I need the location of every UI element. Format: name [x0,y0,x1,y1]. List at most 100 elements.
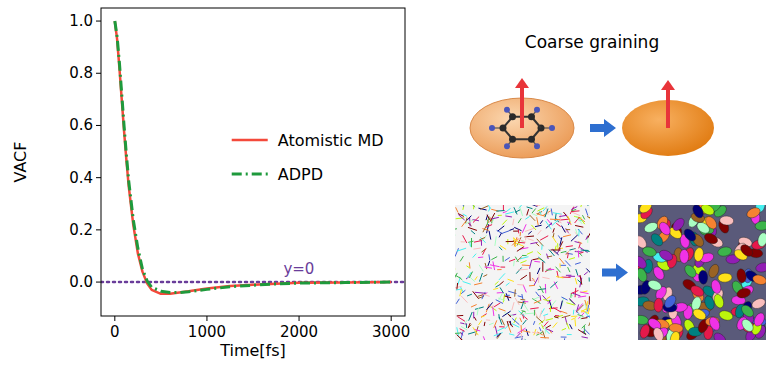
atom-bond [569,258,575,260]
legend-swatch [232,173,268,176]
x-tick-label: 3000 [372,323,410,341]
atom-bond [569,298,575,304]
atom-bond [567,323,570,330]
atom-bond [455,286,462,288]
atom-bond [475,292,485,294]
x-tick [299,316,300,321]
atom-bond [505,295,509,296]
atom-bond [465,220,473,224]
atom-bond [538,257,545,263]
atom-bond [529,285,535,286]
atom-bond [546,329,553,332]
atom-bond [545,326,546,333]
plot-frame [101,8,405,316]
atom-bond [489,323,494,325]
atom-bond [475,276,477,280]
atom-bond [526,329,528,336]
atom-bond [481,314,487,318]
atom-bond [578,315,584,317]
atom-bond [537,205,541,206]
atom-bond [473,217,479,223]
atom-bond [499,233,501,237]
orientation-arrow [666,88,670,128]
atom-bond [581,317,587,319]
series-line [115,21,391,292]
cg-particle [712,331,728,340]
atom-bond [466,218,467,224]
atom-bond [563,235,571,237]
box-ground [638,205,766,340]
atom-bond [537,208,544,211]
atom-bond [503,211,507,212]
atom-bond [544,321,549,326]
cg-particle [693,247,704,262]
atom-bond [566,229,570,230]
atom-bond [474,283,482,285]
atom-bond [467,294,472,296]
atomistic-box [455,205,590,340]
atom-bond [566,251,569,254]
atom-bond [581,250,590,252]
atom-bond [520,275,527,279]
atom-bond [456,299,459,304]
atom-bond [513,231,518,232]
atom-bond [553,228,554,232]
atom [509,136,516,143]
atom-bond [520,299,525,301]
atom-bond [560,263,561,267]
atom-bond [477,308,478,315]
atom-bond [553,233,555,237]
atom-bond [512,302,514,310]
atom-bond [494,320,497,327]
figure: 01000200030000.00.20.40.60.81.0Time[fs]V… [0,0,773,371]
atom-bond [455,332,461,333]
atom-bond [495,236,496,245]
cg-particle [757,232,766,248]
atom-bond [549,250,554,256]
cg-particle [739,303,755,319]
atom-bond [580,275,582,285]
atom-bond [574,249,577,252]
atom-bond [471,230,475,234]
atom-bond [512,318,519,324]
cg-particle [691,205,706,220]
cg-particle [671,216,687,233]
atom-bond [518,269,528,271]
cg-particle [651,265,666,282]
atom-bond [529,272,530,281]
atom-bond [576,217,582,224]
atom-bond [500,267,505,268]
atom-bond [571,293,575,298]
atom-bond [488,261,490,267]
atom-bond [551,300,555,306]
y-tick-label: 1.0 [69,12,93,30]
atom-bond [568,276,575,277]
atom-bond [532,332,540,333]
atom-bond [579,244,581,249]
illustration-title: Coarse graining [525,32,659,52]
atom-bond [527,207,533,209]
atom-bond [572,293,580,296]
atom-bond [561,311,568,313]
atom-bond [567,253,569,258]
cg-particle [698,270,708,285]
y-tick-label: 0.6 [69,116,93,134]
atom-bond [550,306,551,312]
cg-particle [643,220,659,234]
atom-bond [516,268,521,274]
cg-particle [745,206,761,220]
atom-bond [525,313,535,315]
atom-bond [505,257,510,260]
atom-bond [499,281,503,285]
atom-bond [503,294,504,302]
atom-bond [522,311,526,313]
atom-bond [567,222,571,224]
atom-bond [456,283,458,289]
atom-bond [514,289,516,296]
atom-bond [463,235,467,243]
atom-bond [513,238,518,242]
y-axis-title: VACF [11,142,30,183]
atom-bond [547,297,550,299]
atom-bond [543,299,549,300]
atom-bond [522,265,530,267]
